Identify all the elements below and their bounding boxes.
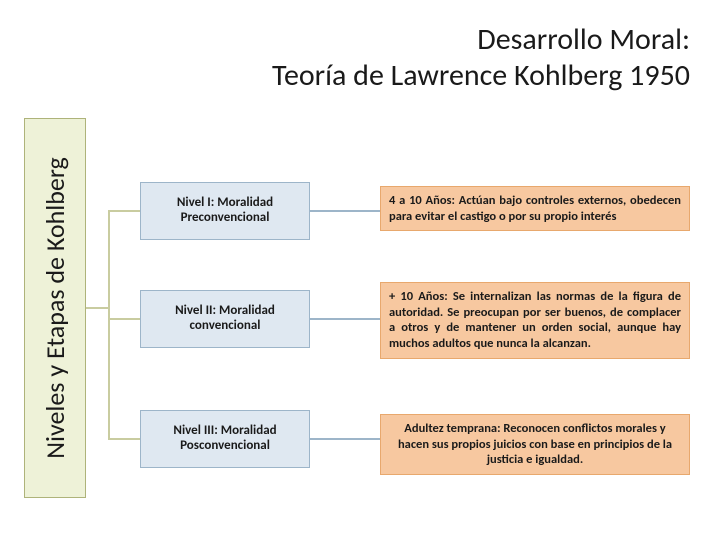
desc-box-2: + 10 Años: Se internalizan las normas de… [380, 282, 690, 359]
sidebar-label: Niveles y Etapas de Kohlberg [39, 157, 71, 459]
connector-branch-3 [108, 438, 140, 440]
level-label-1: Nivel I: Moralidad Preconvencional [147, 196, 303, 226]
connector-vertical [108, 210, 110, 440]
desc-text-1: 4 a 10 Años: Actúan bajo controles exter… [389, 193, 681, 224]
level-box-1: Nivel I: Moralidad Preconvencional [140, 182, 310, 240]
level-label-2: Nivel II: Moralidad convencional [147, 304, 303, 334]
connector-desc-3 [310, 438, 380, 440]
level-label-3: Nivel III: Moralidad Posconvencional [147, 424, 303, 454]
level-box-2: Nivel II: Moralidad convencional [140, 290, 310, 348]
connector-desc-1 [310, 210, 380, 212]
connector-branch-1 [108, 210, 140, 212]
page-title: Desarrollo Moral:Teoría de Lawrence Kohl… [130, 22, 690, 94]
desc-box-3: Adultez temprana: Reconocen conflictos m… [380, 414, 690, 475]
level-box-3: Nivel III: Moralidad Posconvencional [140, 410, 310, 468]
connector-branch-2 [108, 318, 140, 320]
desc-text-2: + 10 Años: Se internalizan las normas de… [389, 289, 681, 351]
connector-desc-2 [310, 318, 380, 320]
sidebar-root-box: Niveles y Etapas de Kohlberg [24, 118, 86, 498]
desc-text-3: Adultez temprana: Reconocen conflictos m… [398, 421, 672, 467]
desc-box-1: 4 a 10 Años: Actúan bajo controles exter… [380, 186, 690, 231]
connector-horizontal-main [86, 307, 108, 309]
